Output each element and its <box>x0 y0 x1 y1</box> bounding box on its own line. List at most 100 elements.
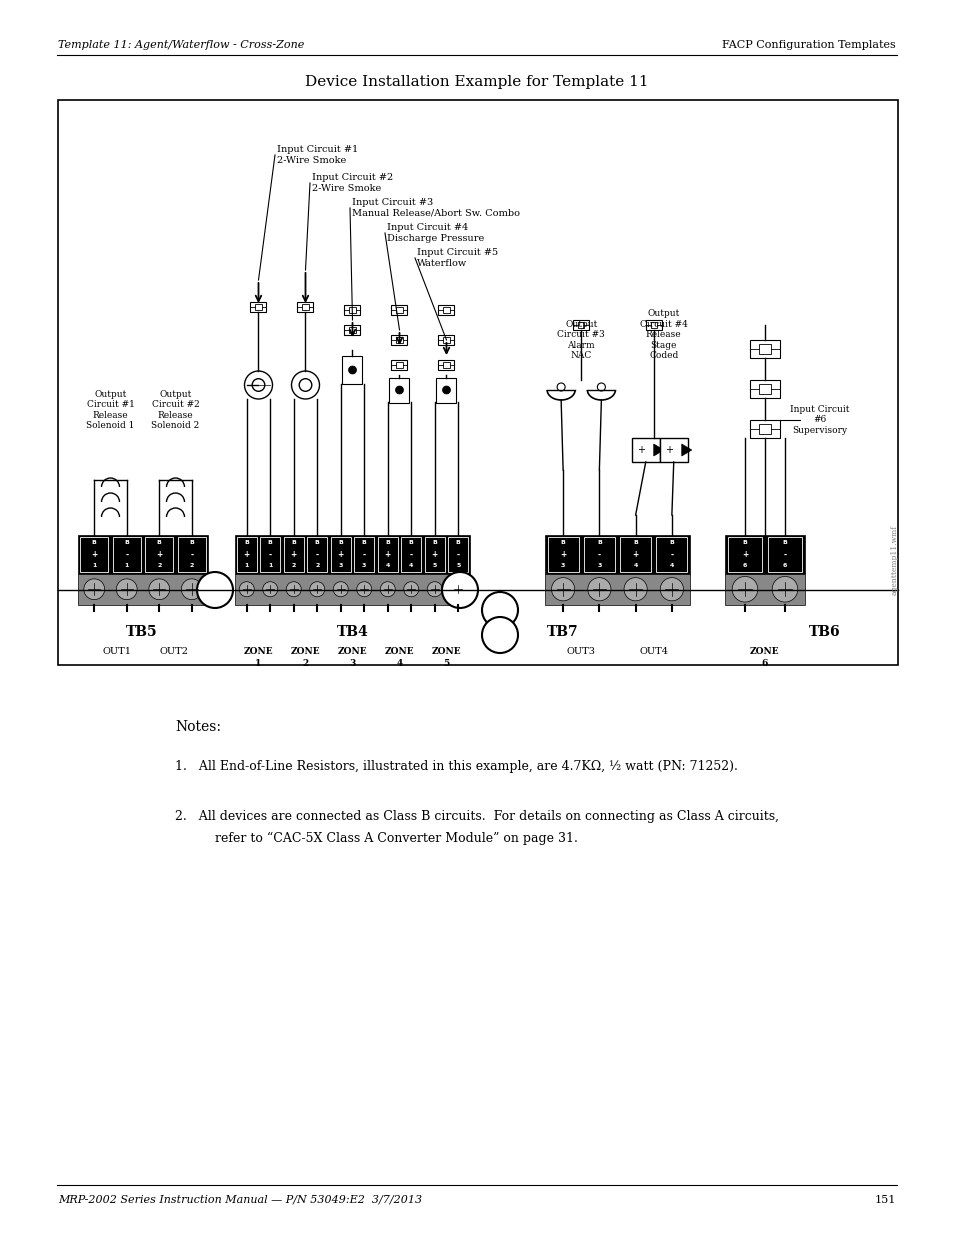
Bar <box>307 536 327 572</box>
Bar <box>438 335 454 345</box>
Circle shape <box>395 387 403 394</box>
Circle shape <box>310 582 324 597</box>
Bar <box>391 359 407 370</box>
Text: Input Circuit #1
2-Wire Smoke: Input Circuit #1 2-Wire Smoke <box>276 146 358 164</box>
Bar <box>424 536 444 572</box>
Circle shape <box>239 582 254 597</box>
Circle shape <box>292 370 319 399</box>
Text: ZONE: ZONE <box>384 647 414 656</box>
Bar <box>331 536 351 572</box>
Bar <box>645 320 661 330</box>
Text: agenttemp11.wmf: agenttemp11.wmf <box>890 525 898 595</box>
Bar <box>395 308 402 312</box>
Text: OUT1: OUT1 <box>102 647 132 656</box>
Text: TB7: TB7 <box>546 625 578 638</box>
Text: B: B <box>338 541 343 546</box>
Text: 1: 1 <box>92 563 96 568</box>
Text: Input Circuit #5
Waterflow: Input Circuit #5 Waterflow <box>416 248 497 268</box>
Circle shape <box>732 577 757 601</box>
Text: +: + <box>337 551 343 559</box>
Text: -: - <box>269 551 272 559</box>
Text: 4: 4 <box>395 659 402 668</box>
Text: 6: 6 <box>782 563 786 568</box>
Text: +: + <box>632 551 639 559</box>
Text: 2: 2 <box>314 563 319 568</box>
Text: 2: 2 <box>302 659 309 668</box>
Text: ZONE: ZONE <box>337 647 367 656</box>
Text: 4: 4 <box>633 563 638 568</box>
Text: Input Circuit #4
Discharge Pressure: Input Circuit #4 Discharge Pressure <box>387 224 484 243</box>
Bar <box>583 536 614 572</box>
Bar <box>344 325 360 335</box>
Bar <box>236 536 256 572</box>
Bar <box>438 305 454 315</box>
Circle shape <box>659 578 682 601</box>
Text: 1: 1 <box>244 563 249 568</box>
Text: 1.   All End-of-Line Resistors, illustrated in this example, are 4.7KΩ, ½ watt (: 1. All End-of-Line Resistors, illustrate… <box>174 760 737 773</box>
Polygon shape <box>681 445 691 456</box>
Text: 2: 2 <box>190 563 193 568</box>
Bar <box>749 420 780 438</box>
Text: B: B <box>597 541 601 546</box>
Circle shape <box>181 579 202 600</box>
Text: 3: 3 <box>349 659 355 668</box>
Circle shape <box>450 582 465 597</box>
Text: B: B <box>244 541 249 546</box>
Bar <box>80 536 108 572</box>
Bar <box>749 340 780 358</box>
Text: B: B <box>268 541 273 546</box>
Text: B: B <box>432 541 436 546</box>
Circle shape <box>286 582 301 597</box>
Text: B: B <box>560 541 565 546</box>
Bar <box>342 356 362 384</box>
Text: Input Circuit #2
2-Wire Smoke: Input Circuit #2 2-Wire Smoke <box>312 173 393 193</box>
Text: +: + <box>741 551 747 559</box>
Circle shape <box>623 578 646 601</box>
Text: B: B <box>124 541 129 546</box>
Bar <box>302 304 309 310</box>
Text: +: + <box>431 551 437 559</box>
Bar <box>255 304 261 310</box>
Text: -: - <box>782 551 785 559</box>
Text: 2: 2 <box>292 563 295 568</box>
Text: refer to “CAC-5X Class A Converter Module” on page 31.: refer to “CAC-5X Class A Converter Modul… <box>214 832 578 845</box>
Bar <box>619 536 650 572</box>
Bar <box>759 343 770 354</box>
Text: B: B <box>456 541 460 546</box>
Bar <box>448 536 468 572</box>
Text: B: B <box>409 541 414 546</box>
Text: B: B <box>91 541 96 546</box>
Text: ZONE: ZONE <box>432 647 461 656</box>
Circle shape <box>427 582 442 597</box>
Text: ZONE: ZONE <box>291 647 320 656</box>
Bar <box>234 535 470 573</box>
Text: B: B <box>361 541 366 546</box>
Text: 2: 2 <box>157 563 161 568</box>
Text: Template 11: Agent/Waterflow - Cross-Zone: Template 11: Agent/Waterflow - Cross-Zon… <box>58 40 304 49</box>
Circle shape <box>244 370 273 399</box>
Text: 3: 3 <box>362 563 366 568</box>
Bar <box>443 362 449 368</box>
Bar <box>251 303 266 312</box>
Text: ZONE: ZONE <box>243 647 273 656</box>
Bar <box>389 378 409 403</box>
Bar <box>349 327 355 333</box>
Text: Input Circuit #3
Manual Release/Abort Sw. Combo: Input Circuit #3 Manual Release/Abort Sw… <box>352 199 519 217</box>
Bar <box>391 335 407 345</box>
Text: +: + <box>243 551 250 559</box>
Text: 6: 6 <box>761 659 767 668</box>
Bar <box>112 536 140 572</box>
Text: MRP-2002 Series Instruction Manual — P/N 53049:E2  3/7/2013: MRP-2002 Series Instruction Manual — P/N… <box>58 1195 421 1205</box>
Bar <box>178 536 205 572</box>
Text: B: B <box>669 541 674 546</box>
Text: B: B <box>291 541 295 546</box>
Circle shape <box>587 578 610 601</box>
Circle shape <box>196 572 233 608</box>
Bar <box>724 535 804 573</box>
Bar <box>656 536 686 572</box>
Text: OUT4: OUT4 <box>639 647 667 656</box>
Text: 5: 5 <box>456 563 460 568</box>
Text: 4: 4 <box>385 563 390 568</box>
Circle shape <box>551 578 574 601</box>
Circle shape <box>252 379 265 391</box>
